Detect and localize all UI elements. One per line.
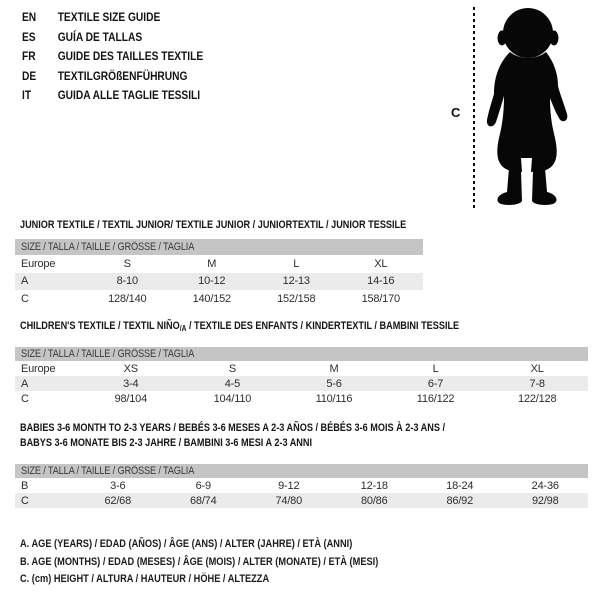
table-cell: 116/122 [416, 392, 455, 405]
language-row: IT GUIDA ALLE TAGLIE TESSILI [22, 86, 203, 106]
table-cell: 62/68 [75, 493, 161, 508]
table-cell: 80/86 [331, 493, 417, 508]
table-cell: 128/140 [108, 292, 147, 305]
babies-title-line1: BABIES 3-6 MONTH TO 2-3 YEARS / BEBÉS 3-… [20, 422, 445, 434]
row-label-cell: C [15, 493, 75, 508]
table-cell: 158/170 [361, 292, 401, 305]
table-cell: 74/80 [246, 493, 332, 508]
row-label-cell: B [21, 479, 29, 492]
table-cell: L [293, 257, 300, 270]
table-cell: 3-4 [80, 376, 182, 391]
table-cell: 3-6 [110, 479, 126, 492]
table-cell: S [123, 257, 131, 270]
height-label-c: C [451, 105, 461, 120]
table-cell: 110/116 [315, 392, 353, 405]
table-row-age: A 8-10 10-12 12-13 14-16 [15, 272, 423, 290]
table-row-height: C 98/104 104/110 110/116 116/122 122/128 [15, 391, 588, 406]
row-label-cell: Europe [21, 362, 56, 375]
guide-title-es: GUÍA DE TALLAS [57, 29, 143, 44]
table-cell: 6-9 [195, 479, 212, 492]
table-row-age-months: B 3-6 6-9 9-12 12-18 18-24 24-36 [15, 478, 588, 493]
table-cell: 18-24 [446, 479, 474, 492]
table-cell: XL [530, 362, 544, 375]
size-table-babies: SIZE / TALLA / TAILLE / GRÖSSE / TAGLIA … [15, 464, 588, 508]
table-row-height: C 128/140 140/152 152/158 158/170 [15, 290, 423, 308]
language-code: ES [22, 29, 36, 44]
table-cell: 9-12 [278, 479, 300, 492]
size-table-children: SIZE / TALLA / TAILLE / GRÖSSE / TAGLIA … [15, 347, 588, 406]
table-cell: 122/128 [518, 392, 557, 405]
table-header-bar: SIZE / TALLA / TAILLE / GRÖSSE / TAGLIA [15, 347, 588, 361]
table-cell: 4-5 [181, 376, 284, 391]
table-cell: L [432, 362, 439, 375]
size-header-cell: SIZE / TALLA / TAILLE / GRÖSSE / TAGLIA [15, 239, 423, 255]
language-row: DE TEXTILGRÖßENFÜHRUNG [22, 67, 203, 87]
row-label-cell: C [21, 292, 29, 305]
babies-section-title: BABIES 3-6 MONTH TO 2-3 YEARS / BEBÉS 3-… [20, 421, 445, 451]
table-cell: 10-12 [169, 272, 254, 290]
table-cell: 6-7 [384, 376, 487, 391]
table-cell: XL [374, 257, 388, 270]
babies-title-line2: BABYS 3-6 MONATE BIS 2-3 JAHRE / BAMBINI… [20, 437, 313, 449]
row-label-cell: A [15, 376, 80, 391]
table-cell: 12-18 [360, 479, 388, 492]
table-cell: S [228, 362, 236, 375]
legend-footnotes: A. AGE (YEARS) / EDAD (AÑOS) / ÂGE (ANS)… [20, 536, 378, 589]
size-header-cell: SIZE / TALLA / TAILLE / GRÖSSE / TAGLIA [15, 464, 588, 478]
children-section-title: CHILDREN'S TEXTILE / TEXTIL NIÑO/A / TEX… [20, 319, 459, 336]
language-row: ES GUÍA DE TALLAS [22, 28, 203, 48]
table-cell: 152/158 [277, 292, 316, 305]
row-label-cell: Europe [21, 257, 56, 270]
table-cell: 24-36 [531, 479, 559, 492]
row-label-cell: C [21, 392, 29, 405]
height-dimension-line [473, 7, 475, 208]
table-cell: M [207, 257, 217, 270]
table-cell: M [329, 362, 339, 375]
table-cell: 86/92 [417, 493, 503, 508]
junior-section-title: JUNIOR TEXTILE / TEXTIL JUNIOR/ TEXTILE … [20, 219, 407, 231]
table-row-height: C 62/68 68/74 74/80 80/86 86/92 92/98 [15, 493, 588, 508]
table-cell: 12-13 [254, 272, 339, 290]
footnote-b: B. AGE (MONTHS) / EDAD (MESES) / ÂGE (MO… [20, 555, 379, 568]
table-cell: XS [123, 362, 138, 375]
table-cell: 98/104 [114, 392, 148, 405]
footnote-c: C. (cm) HEIGHT / ALTURA / HAUTEUR / HÖHE… [20, 573, 270, 585]
table-header-bar: SIZE / TALLA / TAILLE / GRÖSSE / TAGLIA [15, 464, 588, 478]
table-row-sizes: Europe S M L XL [15, 255, 423, 273]
language-code: DE [22, 68, 37, 83]
footnote-a: A. AGE (YEARS) / EDAD (AÑOS) / ÂGE (ANS)… [20, 538, 353, 550]
table-row-age: A 3-4 4-5 5-6 6-7 7-8 [15, 376, 588, 391]
table-header-bar: SIZE / TALLA / TAILLE / GRÖSSE / TAGLIA [15, 239, 423, 255]
table-cell: 14-16 [338, 272, 423, 290]
table-row-sizes: Europe XS S M L XL [15, 361, 588, 376]
language-row: EN TEXTILE SIZE GUIDE [22, 8, 203, 28]
baby-silhouette-icon [486, 8, 568, 205]
language-code: FR [22, 49, 36, 63]
language-code: EN [22, 10, 37, 24]
row-label-cell: A [15, 272, 85, 290]
language-code: IT [22, 88, 32, 102]
guide-title-en: TEXTILE SIZE GUIDE [57, 10, 161, 24]
guide-title-it: GUIDA ALLE TAGLIE TESSILI [57, 88, 201, 102]
size-header-label: SIZE / TALLA / TAILLE / GRÖSSE / TAGLIA [21, 241, 195, 253]
children-title-part: CHILDREN'S TEXTILE / TEXTIL NIÑO [20, 320, 180, 332]
table-cell: 104/110 [213, 392, 252, 405]
table-cell: 5-6 [283, 376, 385, 391]
guide-title-fr: GUIDE DES TAILLES TEXTILE [57, 49, 204, 63]
table-cell: 140/152 [192, 292, 232, 305]
size-table-junior: SIZE / TALLA / TAILLE / GRÖSSE / TAGLIA … [15, 239, 423, 308]
table-cell: 92/98 [502, 493, 588, 508]
guide-title-de: TEXTILGRÖßENFÜHRUNG [57, 68, 188, 83]
language-title-list: EN TEXTILE SIZE GUIDE ES GUÍA DE TALLAS … [22, 8, 235, 106]
language-row: FR GUIDE DES TAILLES TEXTILE [22, 47, 203, 67]
size-header-cell: SIZE / TALLA / TAILLE / GRÖSSE / TAGLIA [15, 347, 588, 361]
size-header-label: SIZE / TALLA / TAILLE / GRÖSSE / TAGLIA [21, 348, 195, 360]
children-title-part: / TEXTILE DES ENFANTS / KINDERTEXTIL / B… [186, 320, 460, 332]
children-title-subscript: /A [179, 324, 187, 333]
size-header-label: SIZE / TALLA / TAILLE / GRÖSSE / TAGLIA [21, 465, 195, 477]
table-cell: 7-8 [486, 376, 588, 391]
table-cell: 68/74 [160, 493, 246, 508]
table-cell: 8-10 [85, 272, 170, 290]
